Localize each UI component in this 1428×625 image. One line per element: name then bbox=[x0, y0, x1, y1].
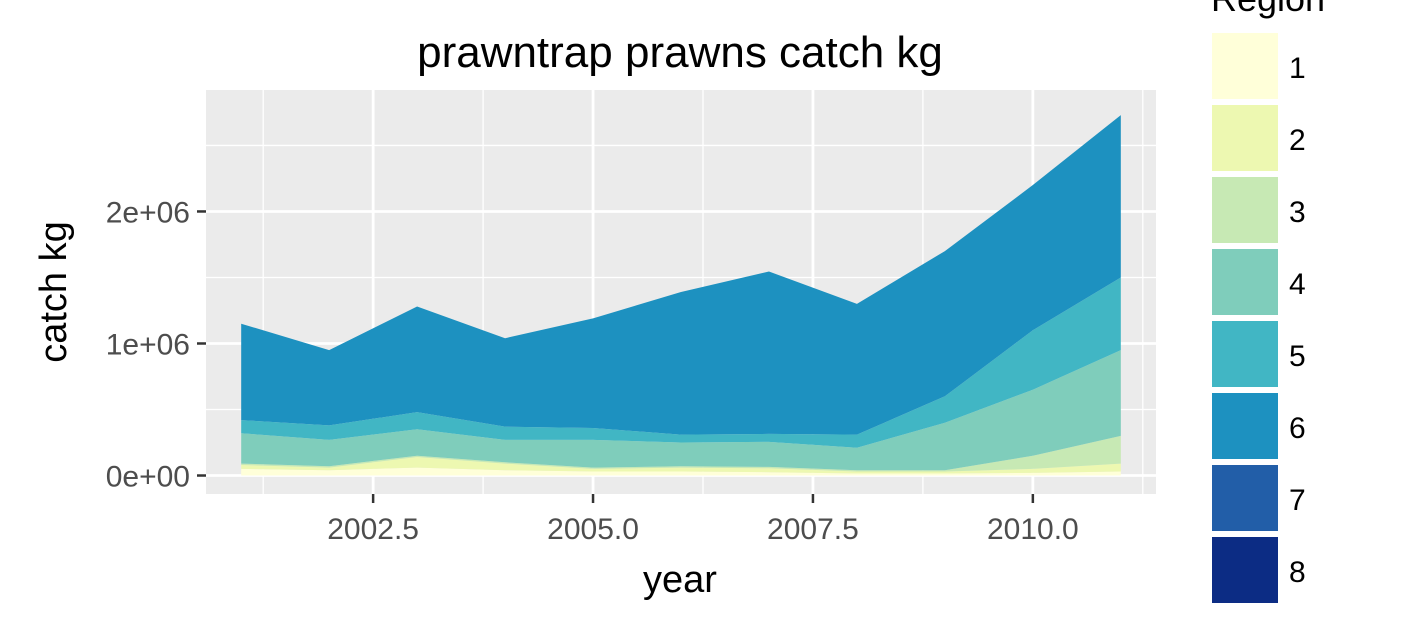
legend-label-region-2: 2 bbox=[1289, 124, 1306, 157]
legend-label-region-4: 4 bbox=[1289, 268, 1306, 301]
area-region-5 bbox=[241, 277, 1121, 448]
x-tick-label: 2007.5 bbox=[767, 513, 859, 546]
x-tick-label: 2002.5 bbox=[327, 513, 419, 546]
area-region-4 bbox=[241, 350, 1121, 471]
legend-items: 1 2 3 4 5 6 7 8 bbox=[1210, 31, 1306, 605]
x-tick-label: 2010.0 bbox=[987, 513, 1079, 546]
legend-label-region-8: 8 bbox=[1289, 556, 1306, 589]
x-axis: 2002.5 2005.0 2007.5 2010.0 bbox=[327, 494, 1079, 546]
y-tick-label: 0e+00 bbox=[106, 461, 190, 494]
legend-swatch-region-5 bbox=[1210, 319, 1280, 389]
area-region-6 bbox=[241, 115, 1121, 435]
chart-title: prawntrap prawns catch kg bbox=[417, 28, 943, 77]
legend-label-region-1: 1 bbox=[1289, 52, 1306, 85]
legend-swatch-region-8 bbox=[1210, 535, 1280, 605]
legend-label-region-7: 7 bbox=[1289, 484, 1306, 517]
y-tick-label: 2e+06 bbox=[106, 196, 190, 229]
area-region-1 bbox=[241, 467, 1121, 476]
legend-swatch-region-1 bbox=[1210, 31, 1280, 101]
legend-swatch-region-2 bbox=[1210, 103, 1280, 173]
y-axis-title: catch kg bbox=[33, 221, 75, 363]
legend-swatch-region-4 bbox=[1210, 247, 1280, 317]
y-tick-label: 1e+06 bbox=[106, 328, 190, 361]
x-tick-label: 2005.0 bbox=[547, 513, 639, 546]
legend-swatch-region-3 bbox=[1210, 175, 1280, 245]
legend-swatch-region-7 bbox=[1210, 463, 1280, 533]
legend-swatch-region-6 bbox=[1210, 391, 1280, 461]
area-region-3 bbox=[241, 435, 1121, 472]
legend-label-region-5: 5 bbox=[1289, 340, 1306, 373]
plot-panel bbox=[206, 90, 1156, 494]
legend-label-region-6: 6 bbox=[1289, 412, 1306, 445]
legend-title: Region bbox=[1211, 0, 1325, 19]
area-series bbox=[241, 115, 1121, 476]
y-axis: 0e+00 1e+06 2e+06 bbox=[106, 196, 206, 494]
area-region-2 bbox=[241, 457, 1121, 474]
x-axis-title: year bbox=[643, 559, 717, 601]
legend-label-region-3: 3 bbox=[1289, 196, 1306, 229]
legend: Region 1 2 3 4 5 6 7 8 bbox=[1210, 0, 1325, 605]
